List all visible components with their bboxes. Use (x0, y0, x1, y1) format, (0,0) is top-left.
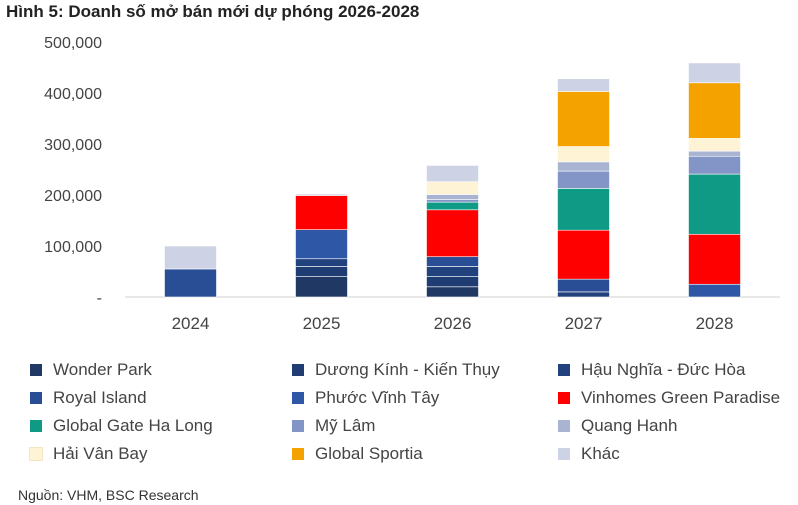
legend-label: Hậu Nghĩa - Đức Hòa (581, 360, 746, 379)
bar-segment (426, 286, 479, 298)
legend-swatch (558, 420, 570, 432)
legend-label: Hải Vân Bay (53, 444, 148, 463)
y-tick-label: - (97, 290, 102, 307)
bar-segment (557, 188, 610, 231)
y-axis: - 100,000 200,000 300,000 400,000 500,000 (44, 35, 102, 307)
legend-swatch (558, 364, 570, 376)
bar-segment (557, 91, 610, 147)
x-tick-label: 2024 (172, 314, 210, 333)
legend-label: Khác (581, 444, 620, 463)
legend-swatch (292, 364, 304, 376)
x-tick-label: 2026 (434, 314, 472, 333)
bar-segment (688, 62, 741, 84)
bar-segment (295, 276, 348, 298)
legend-item: Mỹ Lâm (292, 415, 375, 437)
legend-swatch (292, 392, 304, 404)
x-axis: 2024 2025 2026 2027 2028 (172, 314, 734, 333)
legend-swatch (292, 448, 304, 460)
legend-item: Quang Hanh (558, 415, 677, 437)
y-tick-label: 200,000 (44, 188, 102, 205)
legend-swatch (558, 392, 570, 404)
stacked-bar-chart: - 100,000 200,000 300,000 400,000 500,000 202… (44, 35, 780, 333)
bar-segment (426, 276, 479, 288)
bar-segment (688, 155, 741, 175)
legend-swatch (29, 447, 43, 461)
legend-item: Hậu Nghĩa - Đức Hòa (558, 359, 745, 381)
bar-segment (688, 233, 741, 285)
legend-label: Phước Vĩnh Tây (315, 388, 440, 407)
legend-label: Quang Hanh (581, 416, 678, 435)
bar-segment (426, 256, 479, 267)
bar-segment (164, 245, 217, 270)
bar-segment (557, 291, 610, 298)
bar-segment (557, 229, 610, 280)
bar-segment (426, 181, 479, 195)
y-tick-label: 100,000 (44, 239, 102, 256)
bar-segment (295, 229, 348, 260)
legend-item: Hải Vân Bay (29, 443, 148, 465)
legend-item: Global Gate Ha Long (30, 415, 213, 437)
legend-swatch (30, 364, 42, 376)
bar-segment (426, 165, 479, 183)
source-note: Nguồn: VHM, BSC Research (18, 487, 199, 503)
bar-segment (688, 283, 741, 298)
legend-item: Vinhomes Green Paradise (558, 387, 780, 409)
bar-segment (295, 193, 348, 196)
bar-segment (426, 199, 479, 203)
bar-segment (688, 82, 741, 139)
bar-segment (426, 194, 479, 200)
bars-group (164, 62, 741, 298)
legend-item: Wonder Park (30, 359, 152, 381)
x-tick-label: 2027 (565, 314, 603, 333)
bar-segment (295, 266, 348, 277)
bar-segment (557, 278, 610, 293)
legend-swatch (292, 420, 304, 432)
bar-segment (295, 258, 348, 267)
legend-item: Dương Kính - Kiến Thụy (292, 359, 500, 381)
legend-swatch (30, 420, 42, 432)
bar-segment (557, 161, 610, 172)
bar-segment (688, 150, 741, 157)
x-tick-label: 2025 (303, 314, 341, 333)
bar-segment (426, 266, 479, 277)
bar-segment (426, 209, 479, 258)
y-tick-label: 400,000 (44, 86, 102, 103)
legend-label: Global Gate Ha Long (53, 416, 213, 435)
bar-segment (557, 78, 610, 92)
legend-swatch (558, 448, 570, 460)
legend-label: Royal Island (53, 388, 147, 407)
legend-label: Wonder Park (53, 360, 152, 379)
legend-item: Royal Island (30, 387, 147, 409)
bar-segment (295, 195, 348, 230)
bar-segment (688, 173, 741, 235)
legend-label: Vinhomes Green Paradise (581, 388, 781, 407)
bar-segment (426, 201, 479, 211)
y-tick-label: 300,000 (44, 137, 102, 154)
bar-segment (688, 138, 741, 152)
bar-segment (557, 146, 610, 163)
legend-swatch (30, 392, 42, 404)
legend-item: Phước Vĩnh Tây (292, 387, 439, 409)
bar-segment (557, 170, 610, 189)
chart-title: Hình 5: Doanh số mở bán mới dự phóng 202… (6, 2, 420, 21)
legend-label: Global Sportia (315, 444, 423, 463)
bar-segment (164, 268, 217, 298)
legend-label: Mỹ Lâm (315, 416, 376, 435)
legend-item: Global Sportia (292, 443, 423, 465)
y-tick-label: 500,000 (44, 35, 102, 52)
legend-label: Dương Kính - Kiến Thụy (315, 360, 500, 379)
legend-item: Khác (558, 443, 620, 465)
x-tick-label: 2028 (696, 314, 734, 333)
